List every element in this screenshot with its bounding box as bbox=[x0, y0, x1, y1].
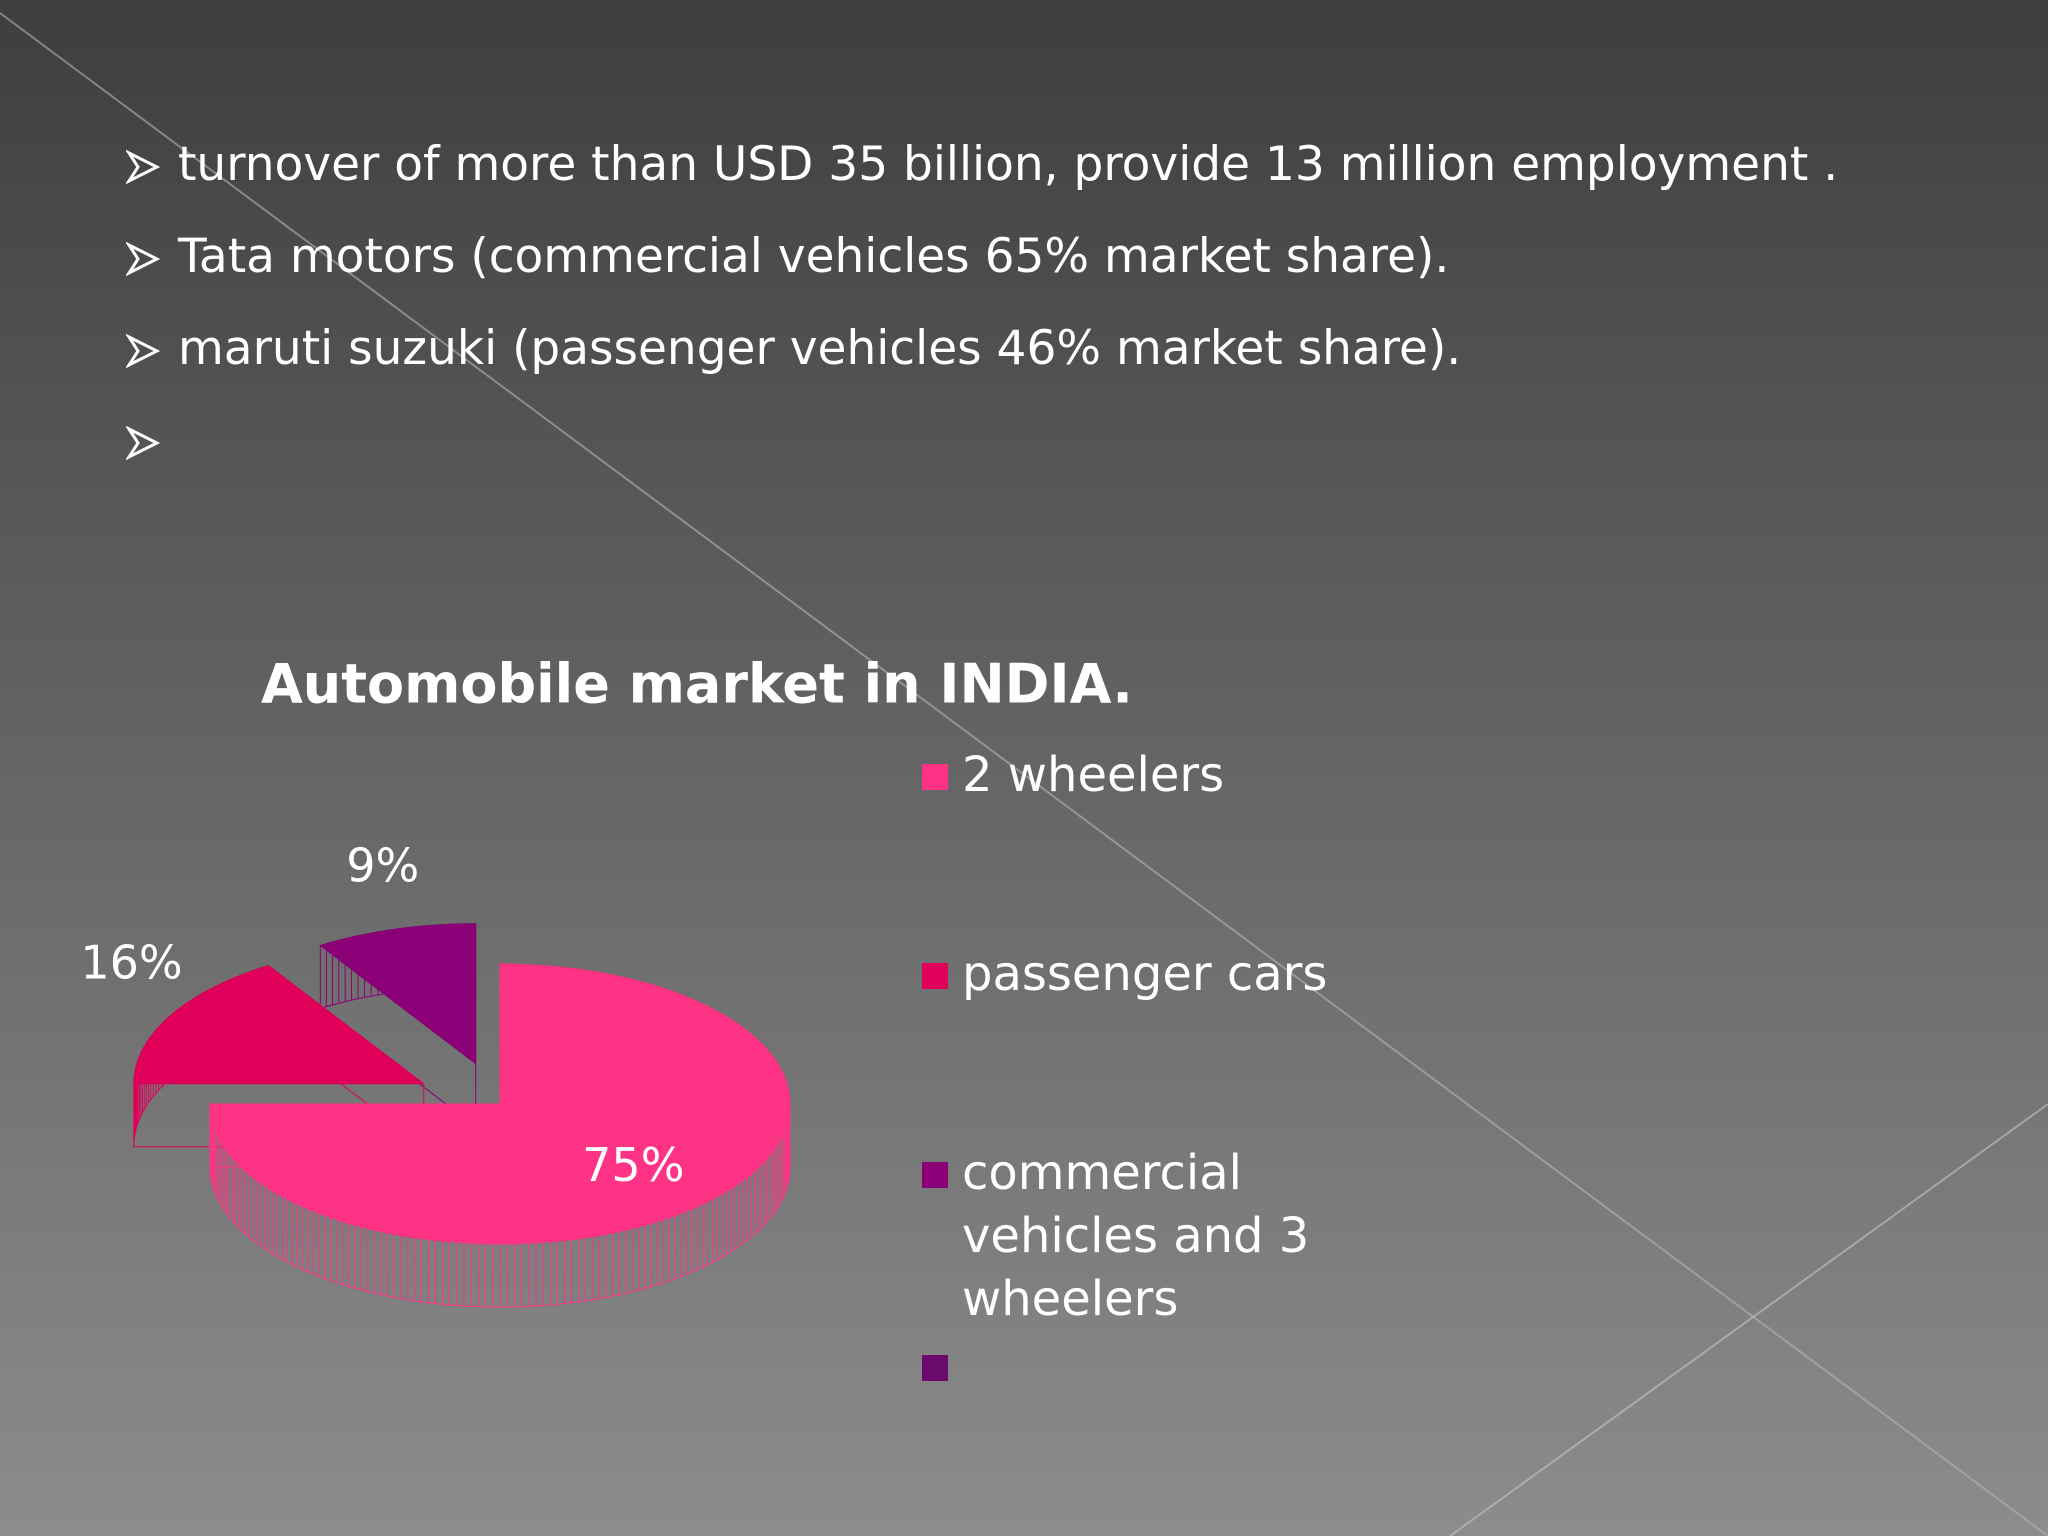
bullet-marker bbox=[126, 426, 160, 460]
bullet-arrow bbox=[126, 334, 160, 368]
chart-title: Automobile market in INDIA. bbox=[261, 653, 1133, 716]
legend-label: 2 wheelers bbox=[962, 747, 1225, 803]
slice bbox=[210, 964, 790, 1244]
bullet-text: Tata motors (commercial vehicles 65% mar… bbox=[178, 229, 1450, 284]
pie bbox=[133, 923, 791, 1308]
legend-swatch bbox=[922, 1162, 948, 1188]
legend-swatch bbox=[922, 1355, 948, 1381]
bullet-text: maruti suzuki (passenger vehicles 46% ma… bbox=[178, 321, 1462, 376]
deco-line bbox=[1449, 1103, 2048, 1536]
bullet-arrow bbox=[126, 242, 160, 276]
slice bbox=[320, 923, 476, 1064]
legend-swatch bbox=[922, 963, 948, 989]
legend-label: commercial vehicles and 3 wheelers bbox=[962, 1145, 1310, 1327]
data-label: 75% bbox=[582, 1138, 684, 1192]
deco-line bbox=[0, 12, 2048, 1536]
bullet-text: turnover of more than USD 35 billion, pr… bbox=[178, 137, 1839, 192]
data-label: 9% bbox=[346, 839, 419, 893]
bullet-marker bbox=[126, 242, 160, 276]
data-label: 16% bbox=[80, 936, 182, 990]
legend-swatch bbox=[922, 764, 948, 790]
bullet-arrow bbox=[126, 150, 160, 184]
legend-label: passenger cars bbox=[962, 946, 1328, 1002]
bullet-marker bbox=[126, 150, 160, 184]
bullet-marker bbox=[126, 334, 160, 368]
slice bbox=[133, 965, 424, 1084]
